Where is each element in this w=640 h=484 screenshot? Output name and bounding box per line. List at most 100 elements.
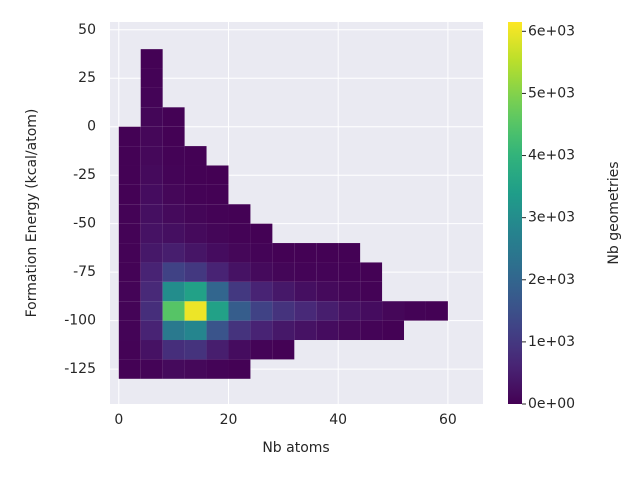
cell (382, 301, 405, 321)
cell (162, 301, 185, 321)
cell (316, 243, 339, 263)
cell (228, 281, 251, 302)
cell (118, 165, 141, 185)
cell (162, 184, 185, 205)
cell (206, 165, 229, 185)
cell (360, 320, 383, 341)
cell (184, 320, 207, 341)
cell (162, 262, 185, 282)
cell (338, 243, 361, 263)
cell (140, 204, 163, 224)
cell (162, 126, 185, 147)
cell (140, 359, 163, 379)
cell (118, 359, 141, 379)
y-tick-label: -100 (64, 313, 96, 329)
cell (118, 262, 141, 282)
cell (272, 320, 295, 341)
colorbar-tick-label: 5e+03 (528, 85, 575, 101)
cell (184, 146, 207, 166)
colorbar-label: Nb geometries (606, 161, 622, 264)
cell (140, 49, 163, 69)
colorbar-tick-label: 2e+03 (528, 272, 575, 288)
cell (250, 320, 273, 341)
cell (140, 223, 163, 244)
x-tick-label: 20 (220, 412, 238, 428)
cell (118, 204, 141, 224)
cell (250, 340, 273, 360)
x-tick-label: 40 (329, 412, 347, 428)
cell (118, 301, 141, 321)
cell (360, 301, 383, 321)
cell (360, 281, 383, 302)
y-axis-label: Formation Energy (kcal/atom) (24, 109, 40, 318)
cell (118, 340, 141, 360)
colorbar-tick-label: 4e+03 (528, 148, 575, 164)
cell (206, 243, 229, 263)
cell (140, 340, 163, 360)
cell (118, 243, 141, 263)
cell (140, 281, 163, 302)
cell (294, 281, 317, 302)
cell (316, 320, 339, 341)
cell (316, 262, 339, 282)
cell (316, 301, 339, 321)
cell (228, 340, 251, 360)
cell (338, 301, 361, 321)
cell (184, 340, 207, 360)
cell (294, 243, 317, 263)
cell (140, 146, 163, 166)
colorbar (508, 22, 522, 404)
cell (162, 320, 185, 341)
cell (228, 204, 251, 224)
cell (228, 301, 251, 321)
cell (360, 262, 383, 282)
y-tick-label: -50 (73, 216, 96, 232)
colorbar-tick-label: 0e+00 (528, 396, 575, 412)
cell (228, 243, 251, 263)
cell (140, 320, 163, 341)
y-tick-label: 25 (78, 70, 96, 86)
cell (118, 320, 141, 341)
x-axis-label: Nb atoms (262, 440, 329, 456)
y-tick-label: -125 (64, 361, 96, 377)
cell (228, 359, 251, 379)
cell (140, 184, 163, 205)
cell (228, 262, 251, 282)
cell (206, 223, 229, 244)
cell (140, 107, 163, 127)
cell (294, 320, 317, 341)
cell (206, 359, 229, 379)
cell (184, 301, 207, 321)
cell (118, 281, 141, 302)
cell (250, 223, 273, 244)
cell (162, 146, 185, 166)
cell (425, 301, 448, 321)
cell (272, 281, 295, 302)
cell (250, 243, 273, 263)
cell (228, 320, 251, 341)
cell (206, 184, 229, 205)
cell (294, 262, 317, 282)
cell (140, 87, 163, 108)
cell (228, 223, 251, 244)
y-tick-label: 0 (87, 119, 96, 135)
cell (184, 359, 207, 379)
cell (272, 262, 295, 282)
cell (404, 301, 426, 321)
y-tick-label: -25 (73, 167, 96, 183)
cell (162, 107, 185, 127)
cell (162, 165, 185, 185)
cell (206, 204, 229, 224)
y-tick-label: -75 (73, 264, 96, 280)
x-tick-label: 60 (439, 412, 457, 428)
cell (184, 184, 207, 205)
cell (184, 262, 207, 282)
cell (140, 243, 163, 263)
cell (294, 301, 317, 321)
x-tick-label: 0 (114, 412, 123, 428)
cell (162, 223, 185, 244)
cell (206, 301, 229, 321)
cell (206, 262, 229, 282)
cell (140, 262, 163, 282)
